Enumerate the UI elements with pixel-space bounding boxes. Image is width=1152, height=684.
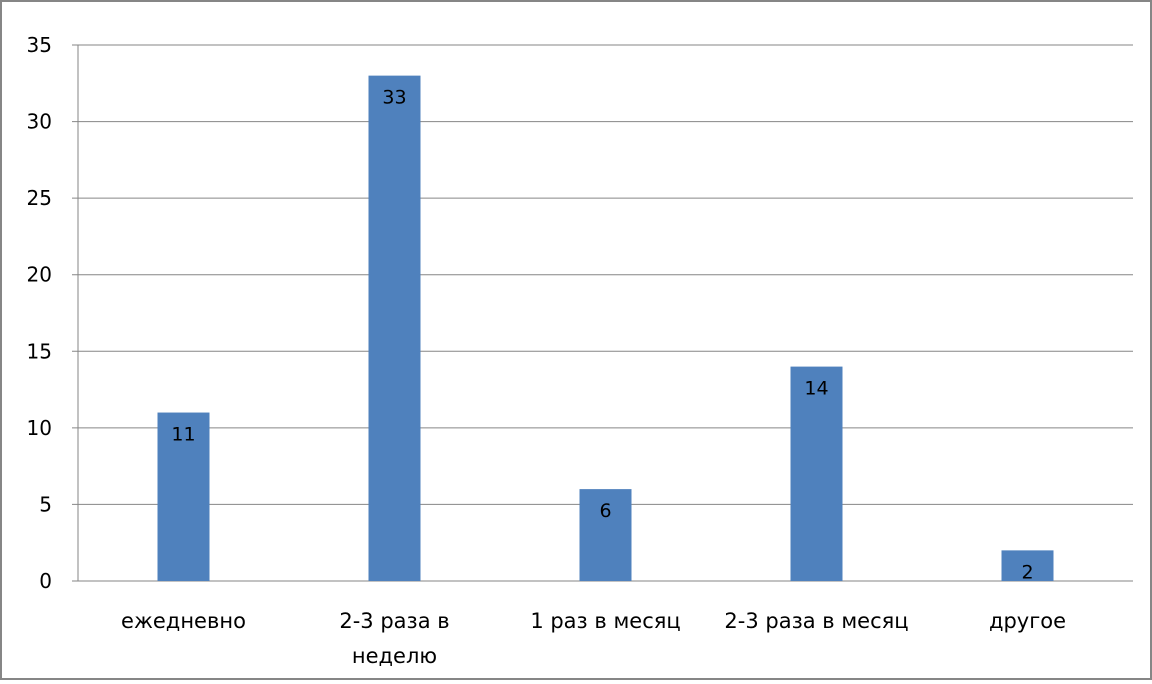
y-tick-label: 5 [39,492,52,516]
data-label: 2 [1021,561,1033,583]
data-label: 14 [804,378,828,400]
data-label: 33 [382,87,406,109]
y-tick-label: 0 [39,569,52,593]
bar [790,366,843,581]
x-tick-label: ежедневно [121,609,246,633]
x-tick-label: другое [989,609,1066,633]
y-tick-label: 25 [27,186,52,210]
x-tick-label: неделю [352,644,437,668]
y-tick-label: 30 [27,110,52,134]
bars [157,75,1054,581]
y-tick-label: 15 [27,339,52,363]
bar [579,489,632,581]
y-tick-label: 35 [27,33,52,57]
y-tick-label: 10 [27,416,52,440]
data-label: 11 [171,424,195,446]
x-tick-label: 2-3 раза в [339,609,449,633]
x-tick-label: 1 раз в месяц [530,609,680,633]
bar [157,412,210,581]
y-tick-label: 20 [27,263,52,287]
x-tick-label: 2-3 раза в месяц [724,609,908,633]
x-tick-labels: ежедневно 2-3 раза в неделю 1 раз в месяц 2-… [121,609,1066,668]
bar [368,75,421,581]
bar [1001,550,1054,581]
y-tick-labels: 0 5 10 15 20 25 30 35 [27,33,52,593]
data-label: 6 [599,500,611,522]
gridlines [72,44,1133,582]
data-labels: 11 33 6 14 2 [171,87,1033,584]
